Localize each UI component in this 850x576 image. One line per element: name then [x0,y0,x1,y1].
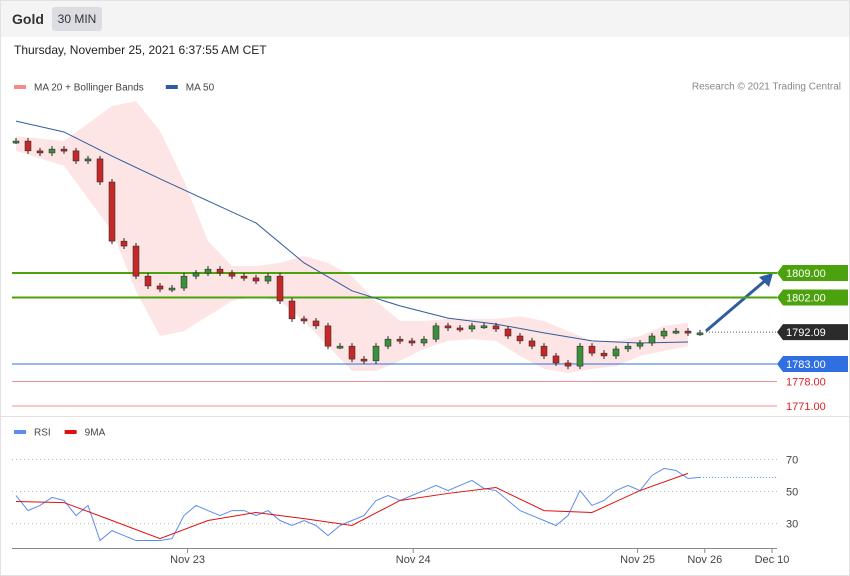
candle [684,330,692,334]
legend-swatch [14,430,26,434]
candle [336,345,344,349]
legend-swatch [14,85,26,89]
candle [504,328,512,337]
legend-label: 9MA [85,428,106,439]
candle [108,181,116,242]
candle [636,342,644,347]
x-tick-label: Nov 24 [396,554,431,566]
y-tick-label: 30 [786,518,798,530]
candle [84,158,92,162]
candle [444,325,452,329]
candle [600,352,608,357]
candle [324,325,332,347]
legend-label: MA 20 + Bollinger Bands [34,83,144,94]
candle [564,362,572,367]
x-tick-label: Nov 23 [170,554,205,566]
y-tick-label: 50 [786,486,798,498]
candle [468,325,476,330]
candle [672,330,680,334]
candle [36,150,44,154]
legend-label: MA 50 [186,83,215,94]
forecast-arrow [705,277,768,333]
x-tick-label: Nov 26 [687,554,722,566]
candle [168,287,176,291]
level-label: 1802.00 [786,292,826,304]
candle [648,335,656,344]
x-tick-label: Nov 25 [620,554,655,566]
legend-label: RSI [34,428,51,439]
candle [180,275,188,289]
legend-swatch [165,85,178,89]
candle [552,355,560,364]
rsi-line [15,467,701,542]
candle [96,158,104,183]
candle [420,338,428,344]
level-tag [777,289,848,306]
candle [456,327,464,331]
candle [276,275,284,302]
candle [480,325,488,329]
candle [60,148,68,152]
candle [372,345,380,362]
candle [48,148,56,154]
candle [576,345,584,367]
candle [12,140,20,144]
candle [624,345,632,350]
candle [144,275,152,287]
candle [588,345,596,354]
candle [204,268,212,274]
candle [408,340,416,344]
level-tag [777,356,848,372]
level-label: 1771.00 [786,401,826,413]
header: Gold 30 MIN [1,1,849,37]
candle [396,338,404,342]
level-label: 1809.00 [786,268,826,280]
candle [228,272,236,277]
candle [72,150,80,162]
x-tick-label: Dec 10 [755,554,790,566]
candle [192,272,200,277]
candle [360,358,368,362]
level-tag [777,265,848,281]
candle [216,268,224,274]
candle [348,345,356,360]
interval-button[interactable]: 30 MIN [52,7,102,31]
candle [432,325,440,340]
candle [156,285,164,290]
candle [384,338,392,347]
candle [264,275,272,282]
legend-swatch [64,430,77,434]
candle [696,332,704,336]
level-label: 1792.09 [786,327,826,339]
title: Gold [12,11,44,27]
candle [528,340,536,347]
candle [240,275,248,279]
level-tag [777,324,848,341]
candle [24,140,32,152]
candle [492,325,500,330]
timestamp: Thursday, November 25, 2021 6:37:55 AM C… [14,43,267,57]
candle [120,240,128,247]
candle [660,330,668,337]
candle [612,348,620,357]
level-label: 1783.00 [786,359,826,371]
ma50-line [15,120,689,344]
candle [516,335,524,342]
y-tick-label: 70 [786,454,798,466]
candle [288,300,296,320]
candle [132,245,140,277]
arrow-head [759,273,773,287]
candle [312,320,320,327]
level-label: 1778.00 [786,376,826,388]
candle [540,345,548,357]
candle [300,318,308,322]
rsi-9ma-line [15,472,689,540]
candle [252,277,260,282]
bollinger-band [16,101,688,374]
credit: Research © 2021 Trading Central [692,82,841,93]
